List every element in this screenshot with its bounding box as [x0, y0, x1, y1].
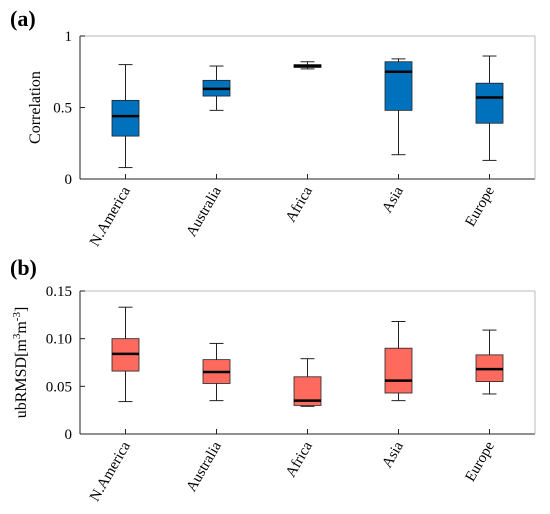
- chart-panel-2: (b) 0 0.05 0.10 0.15 ubRMSD[m3m-3] N.America Au…: [10, 255, 536, 505]
- x-tick-label: Asia: [379, 184, 407, 216]
- box-europe: [475, 329, 504, 395]
- box-asia: [384, 321, 413, 402]
- box-namerica: [111, 64, 140, 169]
- x-tick-label: Australia: [184, 184, 226, 240]
- box-body: [475, 82, 504, 124]
- box-australia: [202, 65, 231, 111]
- box-australia: [202, 342, 231, 402]
- panel-label: (a): [10, 6, 36, 31]
- x-tick-label: Africa: [283, 439, 316, 480]
- y-axis-label-part: m: [13, 321, 30, 334]
- box-body: [111, 99, 140, 137]
- box-asia: [384, 58, 413, 156]
- y-axis-label: Correlation: [27, 71, 44, 144]
- y-tick-label: 0.15: [46, 284, 72, 300]
- x-tick-label: Europe: [462, 439, 498, 485]
- y-axis-label-part: ]: [13, 307, 30, 312]
- x-tick-label: Europe: [462, 184, 498, 230]
- y-tick-label: 1: [65, 29, 73, 45]
- y-tick-label: 0.5: [53, 101, 72, 117]
- y-tick-label: 0: [65, 172, 73, 188]
- x-tick-label: N.America: [87, 439, 134, 505]
- box-body: [384, 61, 413, 111]
- box-africa: [293, 358, 322, 407]
- x-tick-label: N.America: [87, 184, 134, 250]
- box-namerica: [111, 306, 140, 403]
- box-europe: [475, 55, 504, 161]
- x-tick-label: Australia: [184, 439, 226, 495]
- y-axis-label-superscript: 3: [11, 333, 23, 339]
- y-axis-label: ubRMSD[m3m-3]: [11, 307, 30, 419]
- x-tick-label: Asia: [379, 439, 407, 471]
- box-africa: [293, 61, 322, 70]
- panel-label: (b): [10, 255, 37, 280]
- y-axis-label-part: ubRMSD[m: [13, 339, 30, 419]
- y-tick-label: 0.05: [46, 379, 72, 395]
- y-axis-label-superscript: -3: [11, 312, 23, 322]
- box-body: [384, 347, 413, 394]
- y-tick-label: 0.10: [46, 332, 72, 348]
- y-tick-label: 0: [65, 427, 73, 443]
- x-tick-label: Africa: [283, 184, 316, 225]
- chart-panel-1: (a) 0 0.5 1 Correlation N.America Australia Afr…: [10, 6, 536, 250]
